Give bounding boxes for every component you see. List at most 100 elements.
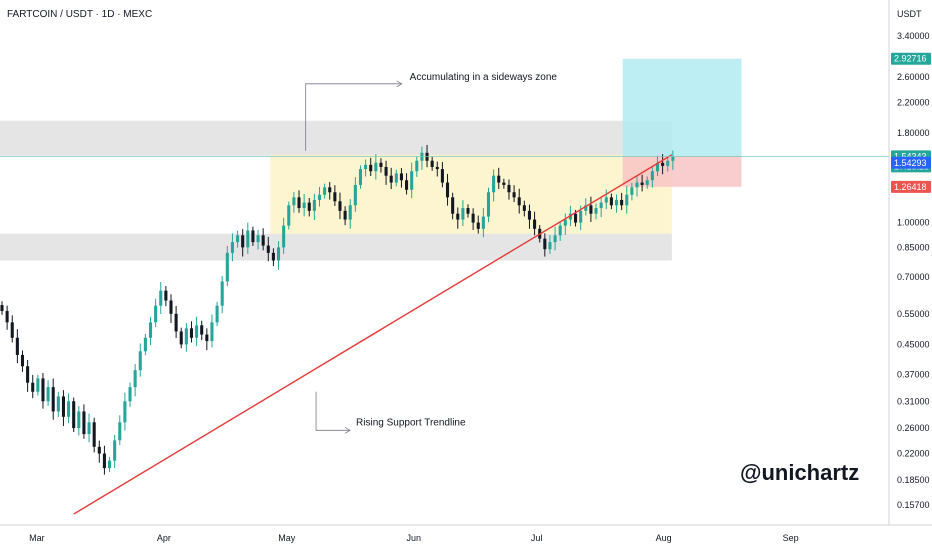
candle-body [179,331,183,345]
annotation-arrow-line [315,391,351,431]
candle-body [394,173,398,183]
candle-body [184,328,188,345]
price-tag-label: 1.54293 [894,158,927,168]
candle-body [507,184,511,193]
candle-body [497,175,501,183]
candle-body [174,313,178,332]
candle-body [230,242,234,253]
candle-body [364,164,368,170]
candle-body [154,305,158,323]
watermark-text: @unichartz [740,460,859,485]
y-tick-label: 0.15700 [897,500,930,510]
candle-body [0,305,4,312]
zone-support [0,233,672,261]
candle-body [548,242,552,250]
candle-body [389,175,393,183]
price-tag-label: 1.54343 [894,151,927,161]
candle-body [164,290,168,301]
support-trendline [73,154,673,515]
candle-body [333,192,337,202]
y-tick-label: 1.80000 [897,128,930,138]
candle-body [604,197,608,203]
candle-body [625,194,629,206]
candle-body [338,201,342,211]
candle-body [512,192,516,198]
candle-body [650,171,654,181]
candle-body [451,197,455,214]
y-tick-label: 0.31000 [897,396,930,406]
candle-body [287,205,291,226]
candle-body [517,197,521,206]
candle-body [661,162,665,166]
candle-body [410,171,414,190]
x-tick-label: Aug [656,533,672,543]
y-tick-label: 2.20000 [897,97,930,107]
candle-body [225,252,229,282]
candle-body [563,219,567,226]
candle-body [358,169,363,185]
y-tick-label: 0.22000 [897,449,930,459]
zone-stop [622,156,742,187]
candlestick-series [0,144,675,475]
x-tick-label: May [278,533,296,543]
candle-body [645,180,649,185]
candle-body [220,281,224,306]
candle-body [276,247,281,261]
candle-body [5,311,9,323]
candle-body [461,208,465,220]
candle-body [527,210,531,220]
price-tag-label: 2.92716 [894,54,927,64]
candle-body [77,411,81,429]
candle-body [205,334,209,342]
y-tick-label: 0.45000 [897,339,930,349]
candle-body [553,235,557,243]
price-tag-bg [891,180,931,193]
candle-body [271,252,275,261]
candle-body [655,162,660,172]
candle-body [440,169,444,183]
candle-body [476,222,480,229]
zone-target [622,58,742,157]
candle-body [630,187,634,195]
y-tick-label: 2.60000 [897,72,930,82]
candle-body [522,205,526,211]
candle-body [282,225,286,248]
price-tag-bg [891,156,931,169]
candle-body [666,160,670,166]
x-tick-label: Jul [531,533,543,543]
candle-body [328,187,332,193]
candle-body [353,184,357,206]
candle-body [51,387,55,412]
trendline-layer [73,154,673,515]
candle-body [128,387,132,402]
chart-zones [0,58,742,261]
annotations: Accumulating in a sideways zone Rising Su… [356,72,557,429]
y-tick-label: 3.40000 [897,31,930,41]
candle-body [671,156,675,161]
candle-body [568,213,572,220]
candle-body [92,422,96,447]
x-tick-label: Apr [157,533,171,543]
candle-body [266,245,270,253]
candle-body [261,235,265,246]
candle-body [640,182,644,185]
candle-body [594,208,598,214]
candle-body [148,322,153,338]
candle-body [312,199,316,211]
candle-body [72,401,76,429]
candle-body [67,401,71,417]
annotation-arrowhead [396,80,403,88]
candle-body [456,213,460,220]
candle-body [189,328,194,338]
candle-body [46,387,50,402]
annotation-trendline-label: Rising Support Trendline [356,417,466,428]
candle-body [589,205,593,214]
x-axis-ticks: Mar Apr May Jun Jul Aug Sep [29,533,799,543]
candle-body [466,208,470,214]
candle-body [251,230,255,243]
candle-body [579,210,583,223]
price-tag-bg [891,52,931,65]
candle-body [200,325,204,335]
